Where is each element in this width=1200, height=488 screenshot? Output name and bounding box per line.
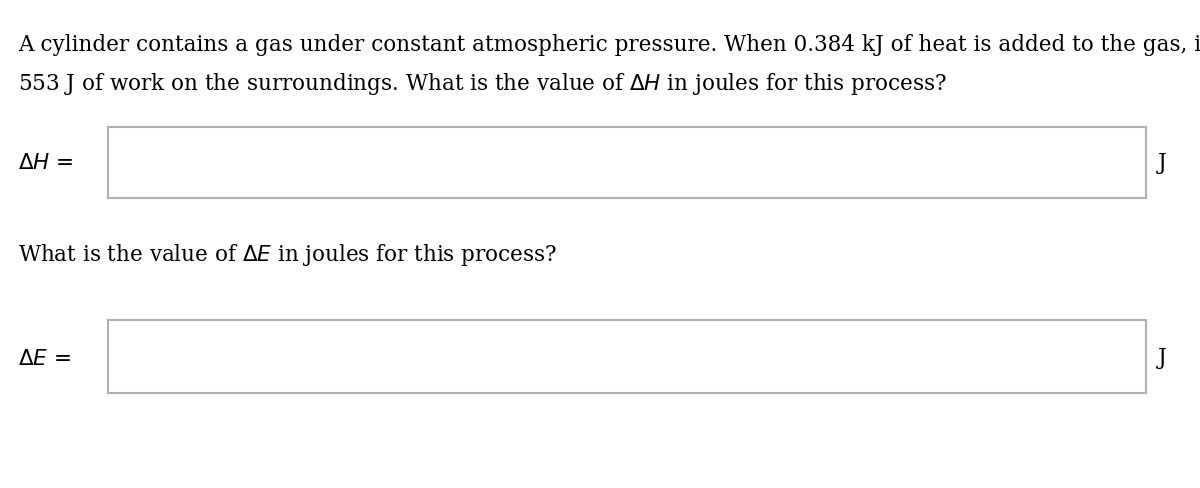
Text: A cylinder contains a gas under constant atmospheric pressure. When 0.384 kJ of : A cylinder contains a gas under constant… <box>18 34 1200 56</box>
Text: 553 J of work on the surroundings. What is the value of $\mathit{\Delta H}$ in j: 553 J of work on the surroundings. What … <box>18 71 947 97</box>
Text: $\mathit{\Delta H}$ =: $\mathit{\Delta H}$ = <box>18 152 73 175</box>
Text: J: J <box>1158 151 1166 174</box>
Text: J: J <box>1158 346 1166 369</box>
Text: $\mathit{\Delta E}$ =: $\mathit{\Delta E}$ = <box>18 347 71 370</box>
Text: What is the value of $\mathit{\Delta E}$ in joules for this process?: What is the value of $\mathit{\Delta E}$… <box>18 242 557 267</box>
